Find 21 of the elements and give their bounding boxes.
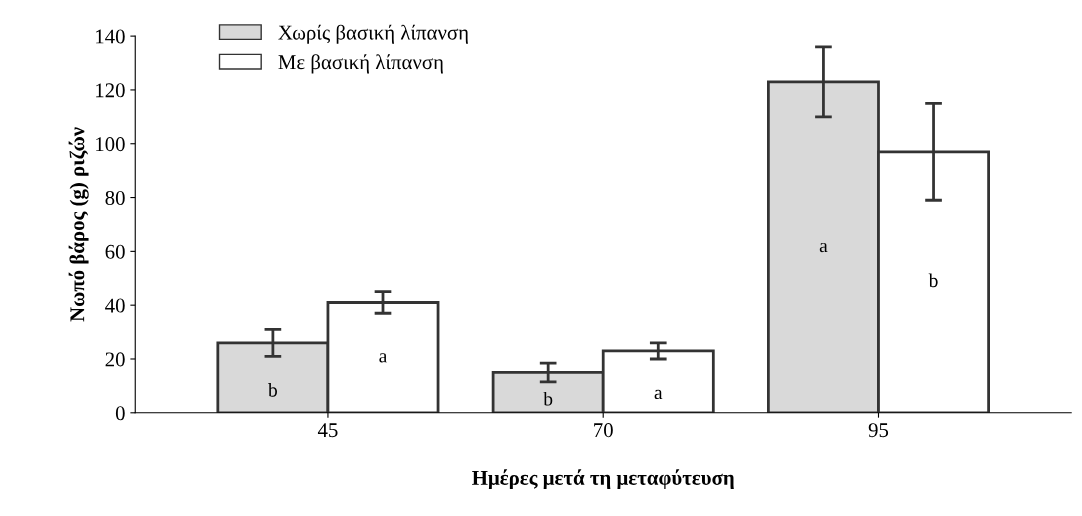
data-label: b <box>268 383 278 397</box>
y-tick-label: 0 <box>115 406 125 421</box>
y-axis-title: Νωπό βάρος (g) ριζών <box>68 127 89 322</box>
x-tick-label: 70 <box>594 423 613 438</box>
data-label: b <box>543 391 553 406</box>
data-label: b <box>928 273 938 288</box>
x-axis-title: Ημέρες μετά τη μεταφύτευση <box>472 469 734 490</box>
y-tick-label: 120 <box>96 83 125 98</box>
legend-label: Με βασική λίπανση <box>278 54 443 74</box>
y-tick-label: 20 <box>105 352 125 367</box>
y-tick-label: 80 <box>105 190 125 205</box>
y-tick-label: 100 <box>96 137 125 152</box>
data-label: a <box>654 389 663 400</box>
x-tick-label: 45 <box>317 423 338 438</box>
y-tick-label: 40 <box>105 298 125 313</box>
data-label: a <box>819 242 828 253</box>
y-tick-label: 60 <box>105 244 125 259</box>
x-tick-label: 95 <box>868 423 889 438</box>
legend-label: Χωρίς βασική λίπανση <box>278 24 468 44</box>
y-tick-label: 140 <box>96 29 125 44</box>
data-label: a <box>379 353 388 363</box>
